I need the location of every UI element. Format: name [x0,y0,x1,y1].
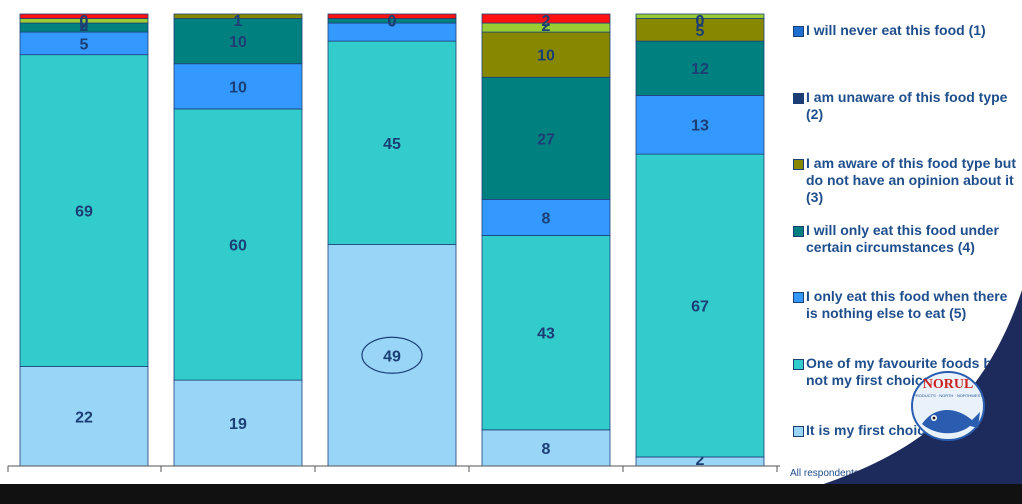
legend-item-2: I am unaware of this food type (2) [790,89,1020,123]
bar-segment-meat-2 [19,54,149,367]
data-label-turkey-3: 8 [542,210,551,227]
legend-label-3: I am aware of this food type but do not … [806,155,1017,205]
legend-swatch-4 [793,226,804,237]
legend-item-6: One of my favourite foods but not my fir… [790,355,1020,389]
footer-swoosh [762,290,1022,504]
bar-segment-chicken-3 [173,63,303,110]
data-label-turkey-2: 43 [537,326,555,343]
bar-segment-turkey-3 [481,198,611,236]
legend-swatch-1 [793,26,804,37]
legend-swatch-3 [793,159,804,170]
bar-segment-chicken-4 [173,18,303,65]
data-label-turkey-4: 27 [537,131,555,148]
legend-swatch-2 [793,93,804,104]
legend-label-4: I will only eat this food under certain … [806,222,999,255]
data-label-turkey-7: 2 [542,13,551,30]
legend-label-1: I will never eat this food (1) [806,22,986,38]
data-label-chicken-3: 10 [229,79,247,96]
data-label-chicken-4: 10 [229,34,247,51]
legend-swatch-6 [793,359,804,370]
data-label-turkey-5: 10 [537,48,555,65]
bar-segment-egg-4 [635,40,765,96]
data-label-egg-6: 0 [696,13,705,30]
legend-swatch-7 [793,426,804,437]
legend-label-6: One of my favourite foods but not my fir… [806,355,1006,388]
bar-segment-chicken-2 [173,108,303,381]
footer-bar [0,484,1022,504]
highlight-circle [361,336,423,374]
logo-text: NORUL [923,377,974,392]
data-label-turkey-6: 2 [542,18,551,35]
legend-item-3: I am aware of this food type but do not … [790,155,1020,206]
bar-segment-turkey-1 [481,429,611,467]
legend-item-5: I only eat this food when there is nothi… [790,288,1020,322]
legend-label-5: I only eat this food when there is nothi… [806,288,1008,321]
data-label-fish-1: 49 [383,348,401,365]
data-label-chicken-2: 60 [229,238,247,255]
legend-item-1: I will never eat this food (1) [790,22,1020,39]
data-label-chicken-5: 1 [234,13,243,30]
data-label-meat-4: 2 [80,18,89,35]
stacked-bar-chart: 2269520001960101014945000084382710222671… [7,13,780,504]
bar-segment-fish-7 [327,13,457,19]
data-label-egg-5: 5 [696,23,705,40]
data-label-meat-6: 0 [80,14,89,31]
bar-segment-fish-1 [327,244,457,467]
x-axis-ticks [7,466,778,472]
data-label-meat-2: 69 [75,204,93,221]
bar-segment-turkey-4 [481,76,611,200]
fish-mascot-logo: NORUL PRODUCTS · NORTH · NORTHWEST [906,366,990,444]
bar-segment-egg-6 [635,13,765,19]
data-label-meat-5: 0 [80,18,89,35]
data-label-turkey-1: 8 [542,441,551,458]
data-label-chicken-1: 19 [229,416,247,433]
data-label-egg-4: 12 [691,61,709,78]
data-label-fish-6: 0 [388,14,397,31]
footnote: All respondents [790,468,859,479]
bar-segment-meat-7 [19,13,149,19]
bar-segment-meat-1 [19,366,149,467]
bars-layer: 2269520001960101014945000084382710222671… [19,13,765,469]
data-label-egg-1: 2 [696,452,705,469]
data-label-fish-4: 0 [388,14,397,31]
data-label-fish-2: 45 [383,136,401,153]
data-label-egg-7: 0 [696,13,705,30]
bar-segment-chicken-5 [173,13,303,19]
legend-label-2: I am unaware of this food type (2) [806,89,1008,122]
data-label-egg-2: 67 [691,299,709,316]
data-label-fish-7: 0 [388,13,397,30]
data-label-egg-3: 13 [691,118,709,135]
data-label-meat-1: 22 [75,409,93,426]
logo-subtext: PRODUCTS · NORTH · NORTHWEST [913,393,983,398]
data-label-fish-5: 0 [388,14,397,31]
legend-swatch-5 [793,292,804,303]
data-label-meat-3: 5 [80,36,89,53]
legend-item-4: I will only eat this food under certain … [790,222,1020,256]
bar-segment-egg-3 [635,94,765,155]
bar-segment-turkey-5 [481,31,611,78]
bar-segment-egg-2 [635,153,765,458]
bar-segment-turkey-2 [481,235,611,431]
bar-segment-turkey-7 [481,13,611,24]
data-label-meat-7: 0 [80,13,89,30]
bar-segment-fish-2 [327,40,457,245]
